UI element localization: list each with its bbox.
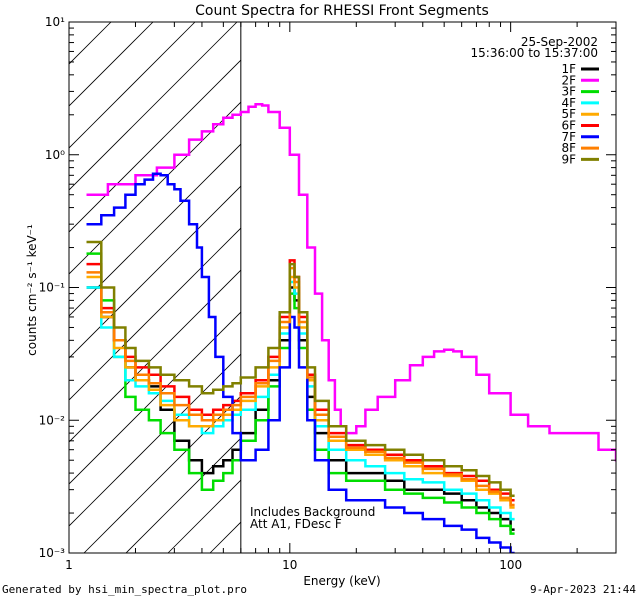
time-range-label: 15:36:00 to 15:37:00	[471, 46, 598, 60]
axis-ticks: 1 10 100 10⁻³ 10⁻² 10⁻¹ 10⁰ 10¹	[39, 15, 617, 572]
y-tick-label: 10⁻³	[39, 546, 66, 560]
annotation-background: Includes Background	[250, 505, 375, 519]
hatch-line	[125, 437, 241, 553]
series-group	[86, 22, 616, 553]
annotation-attenuator: Att A1, FDesc F	[250, 517, 342, 531]
series-line-1F	[86, 286, 515, 531]
chart-title: Count Spectra for RHESSI Front Segments	[195, 3, 489, 19]
y-tick-label: 10⁻²	[39, 413, 66, 427]
series-line-2F	[86, 103, 616, 462]
y-tick-label: 10¹	[45, 15, 65, 29]
footer-timestamp: 9-Apr-2023 21:44	[530, 583, 636, 596]
hatch-line	[69, 22, 238, 191]
hatch-line	[69, 269, 241, 443]
legend-label-4F: 4F	[561, 96, 576, 110]
hatch-line	[69, 185, 241, 359]
y-tick-label: 10⁰	[45, 148, 65, 162]
hatch-line	[69, 311, 241, 485]
x-tick-label: 100	[499, 558, 522, 572]
y-tick-label: 10⁻¹	[39, 281, 66, 295]
y-axis-label: counts cm⁻² s⁻¹ keV⁻¹	[25, 224, 39, 356]
footer-generated-by: Generated by hsi_min_spectra_plot.pro	[2, 583, 248, 596]
x-tick-label: 10	[282, 558, 297, 572]
hatch-line	[69, 227, 241, 401]
legend-label-8F: 8F	[561, 141, 576, 155]
series-line-9F	[86, 240, 515, 497]
hatch-line	[69, 353, 241, 527]
date-label: 25-Sep-2002	[521, 35, 598, 49]
hatch-line	[69, 22, 196, 149]
x-tick-label: 1	[65, 558, 73, 572]
hatch-line	[69, 101, 241, 275]
x-axis-label: Energy (keV)	[303, 574, 380, 588]
hatch-line	[69, 59, 241, 233]
legend-label-7F: 7F	[561, 130, 576, 144]
legend-label-1F: 1F	[561, 62, 576, 76]
hatch-line	[83, 395, 241, 553]
legend-label-5F: 5F	[561, 107, 576, 121]
legend-label-6F: 6F	[561, 119, 576, 133]
series-line-7F	[86, 172, 515, 553]
legend-label-3F: 3F	[561, 85, 576, 99]
legend-label-2F: 2F	[561, 73, 576, 87]
legend-label-9F: 9F	[561, 152, 576, 166]
